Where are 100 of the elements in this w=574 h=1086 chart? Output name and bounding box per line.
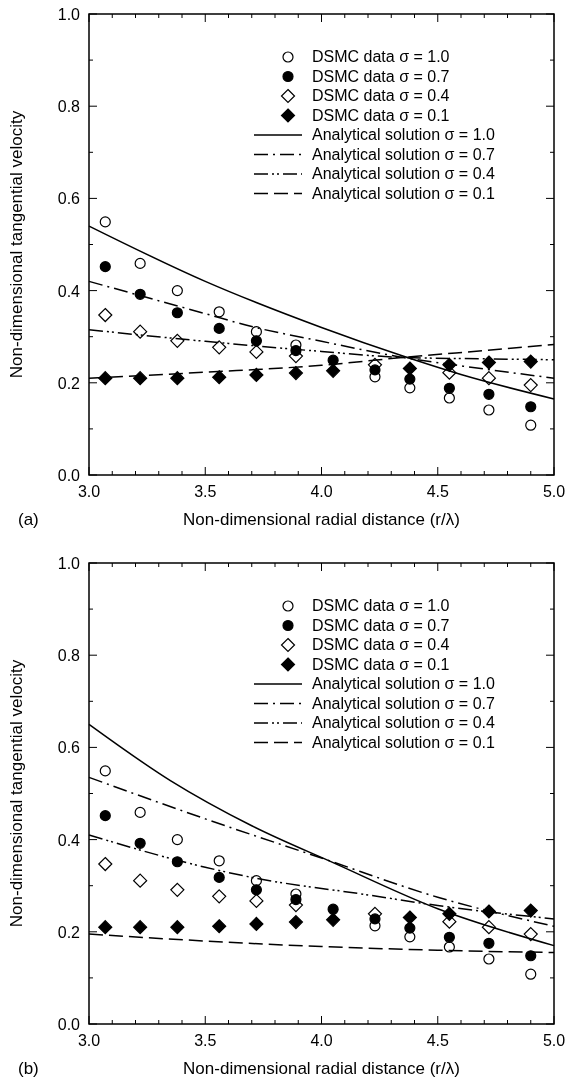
point [483, 937, 495, 949]
y-axis-title: Non-dimensional tangential velocity [7, 110, 26, 379]
legend-label: Analytical solution σ = 0.4 [312, 165, 495, 182]
point [326, 363, 341, 378]
point [326, 912, 341, 927]
x-tick-label: 5.0 [542, 1032, 566, 1049]
point [170, 882, 185, 897]
point [525, 401, 537, 413]
x-tick-label: 4.0 [310, 1032, 333, 1049]
legend-label: DSMC data σ = 0.4 [312, 87, 450, 104]
x-axis-title: Non-dimensional radial distance (r/λ) [183, 1059, 460, 1078]
point [213, 306, 225, 318]
point [98, 307, 113, 323]
y-tick-label: 0.8 [57, 98, 81, 116]
x-tick-label: 3.0 [77, 483, 101, 500]
x-tick-label: 4.5 [426, 483, 449, 500]
point [481, 355, 496, 370]
legend-label: Analytical solution σ = 1.0 [312, 675, 495, 692]
point [443, 392, 455, 404]
x-tick-label: 4.5 [426, 1032, 449, 1049]
legend-label: Analytical solution σ = 0.1 [312, 184, 495, 202]
point [443, 931, 455, 943]
y-tick-label: 0.8 [57, 647, 81, 665]
point [134, 257, 146, 269]
point [133, 873, 148, 888]
point [171, 285, 183, 297]
y-tick-label: 1.0 [57, 6, 81, 23]
point [170, 920, 185, 935]
y-tick-label: 0.6 [57, 739, 81, 757]
point [133, 371, 148, 386]
text: (b) [18, 1059, 39, 1078]
point [98, 856, 113, 872]
x-tick-label: 4.0 [310, 483, 333, 500]
legend-label: Analytical solution σ = 0.7 [312, 145, 495, 163]
point [290, 893, 302, 906]
text: (a) [18, 510, 39, 529]
legend-label: DSMC data σ = 0.1 [312, 655, 450, 673]
point [171, 307, 183, 319]
point [212, 370, 227, 385]
legend-label: Analytical solution σ = 0.7 [312, 694, 495, 712]
point [212, 340, 227, 355]
point [525, 950, 537, 962]
point [404, 373, 416, 385]
x-tick-label: 3.5 [194, 1032, 217, 1049]
point [171, 834, 183, 846]
y-tick-label: 1.0 [57, 555, 81, 572]
x-tick-label: 3.0 [77, 1032, 101, 1049]
point [134, 806, 146, 818]
point [250, 884, 262, 896]
point [483, 388, 495, 400]
legend-label: Analytical solution σ = 0.4 [312, 714, 495, 731]
legend-label: DSMC data σ = 0.1 [312, 106, 450, 124]
point [249, 367, 264, 383]
point [170, 371, 185, 386]
y-tick-label: 0.0 [57, 467, 81, 484]
point [212, 889, 227, 904]
x-tick-label: 3.5 [194, 483, 217, 500]
point [98, 920, 113, 935]
point [213, 871, 225, 883]
y-tick-label: 0.6 [57, 190, 81, 208]
point [523, 903, 538, 918]
point [402, 361, 417, 376]
y-tick-label: 0.4 [57, 282, 81, 300]
y-axis-title: Non-dimensional tangential velocity [7, 659, 26, 928]
y-tick-label: 0.0 [57, 1016, 81, 1033]
point [213, 855, 225, 867]
point [250, 326, 262, 338]
point [525, 968, 537, 980]
point [369, 913, 381, 925]
point [98, 371, 113, 386]
point [523, 927, 538, 942]
x-axis-title: Non-dimensional radial distance (r/λ) [183, 510, 460, 529]
point [525, 419, 537, 431]
point [523, 354, 538, 369]
point [250, 335, 262, 347]
point [288, 915, 304, 930]
x-tick-label: 5.0 [542, 483, 566, 500]
y-tick-label: 0.4 [57, 831, 81, 849]
point [133, 920, 148, 935]
point [288, 366, 304, 381]
point [523, 378, 538, 393]
point [404, 922, 416, 934]
point [134, 288, 146, 300]
point [327, 903, 339, 915]
point [133, 324, 148, 339]
legend-label: Analytical solution σ = 1.0 [312, 126, 495, 143]
point [402, 910, 417, 925]
point [483, 404, 495, 416]
point [99, 810, 111, 822]
point [249, 916, 264, 932]
point [483, 953, 495, 965]
legend-label: DSMC data σ = 0.4 [312, 636, 450, 653]
point [99, 261, 111, 273]
point [134, 837, 146, 849]
point [99, 765, 111, 777]
point [249, 344, 264, 360]
point [369, 364, 381, 376]
point [443, 382, 455, 394]
point [212, 919, 227, 934]
legend-label: DSMC data σ = 0.7 [312, 67, 450, 85]
